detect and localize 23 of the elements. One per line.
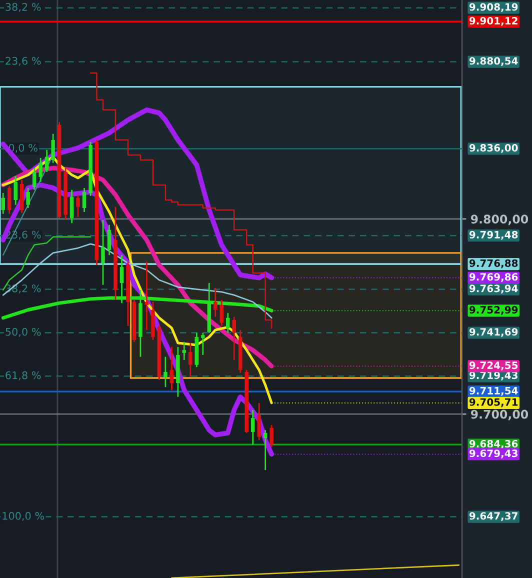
data-label: 9.679,43 <box>469 450 518 458</box>
ref-line-label: 9.763,94 <box>469 284 518 294</box>
y-tick-label: 9.800,00 <box>470 214 528 226</box>
ref-line-label: 9.908,19 <box>469 3 518 12</box>
data-label: 9.769,86 <box>469 273 518 282</box>
ref-line-label: 9.741,69 <box>469 328 518 337</box>
annotation: 23,6 % <box>6 56 41 66</box>
ref-line-label: 9.776,88 <box>469 259 518 268</box>
ref-line-label: 9.711,54 <box>469 386 518 396</box>
ref-line-label: 9.880,54 <box>469 57 518 66</box>
data-label: 9.705,71 <box>469 398 518 408</box>
annotation: 38,2 % <box>6 2 41 12</box>
ref-line-label: 9.791,48 <box>469 230 518 240</box>
ref-line-label: 9.684,36 <box>469 440 518 449</box>
y-tick-label: 9.700,00 <box>470 410 528 420</box>
ref-line-label: 9.836,00 <box>469 144 518 153</box>
annotation: 50,0 % <box>6 328 41 337</box>
data-label: 9.724,55 <box>469 362 518 370</box>
ref-line-label: 9.647,37 <box>469 512 518 521</box>
annotation: 100,0 % <box>2 512 44 521</box>
ref-line-label: 9.901,12 <box>469 16 518 26</box>
annotation: 61,8 % <box>6 371 41 380</box>
data-label: 9.752,99 <box>469 306 518 315</box>
